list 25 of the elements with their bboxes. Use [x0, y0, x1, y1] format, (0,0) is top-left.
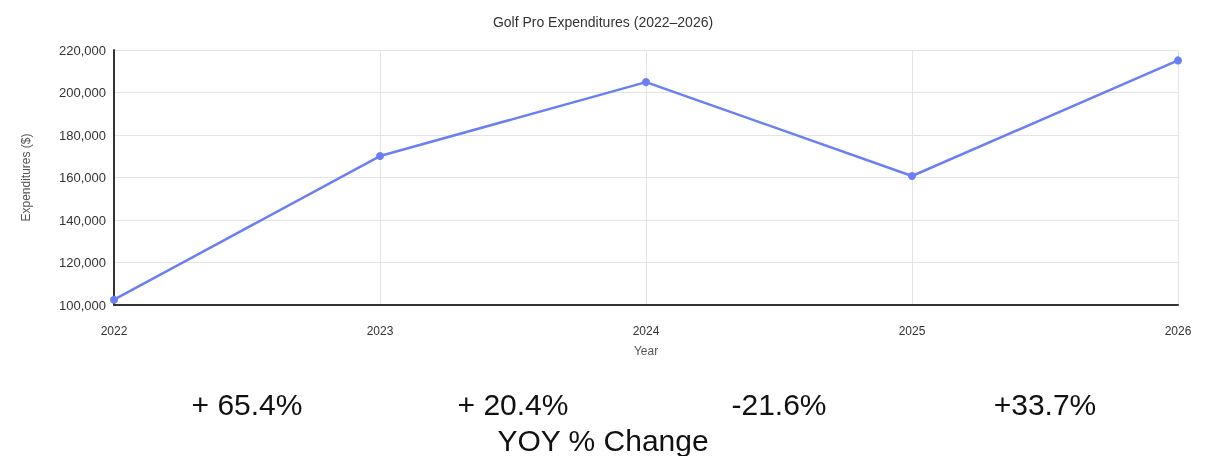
x-tick-label: 2026 [1164, 324, 1192, 338]
x-axis-title: Year [633, 344, 659, 358]
x-tick-label: 2024 [632, 324, 660, 338]
point [642, 78, 650, 87]
y-tick-label: 140,000 [59, 212, 106, 228]
text: + 20.4% [457, 387, 569, 421]
point [908, 172, 916, 181]
text: +33.7% [993, 387, 1097, 421]
y-tick-label: 100,000 [59, 297, 106, 313]
x-tick-label: 2025 [898, 324, 926, 338]
text: + 65.4% [191, 387, 303, 421]
x-tick-label: 2022 [100, 324, 128, 338]
y-tick-label: 160,000 [59, 170, 106, 185]
y-axis-title: Expenditures ($) [19, 133, 33, 222]
point [1174, 56, 1182, 65]
y-tick-label: 180,000 [59, 127, 106, 143]
y-tick-label: 200,000 [59, 85, 106, 100]
point [110, 295, 118, 304]
text: YOY % Change [497, 423, 709, 457]
x-tick-label: 2023 [366, 324, 394, 338]
y-tick-label: 220,000 [59, 42, 106, 58]
chart-title: Golf Pro Expenditures (2022–2026) [492, 14, 714, 30]
point [376, 152, 384, 161]
y-tick-label: 120,000 [59, 255, 106, 270]
text: -21.6% [731, 387, 827, 421]
